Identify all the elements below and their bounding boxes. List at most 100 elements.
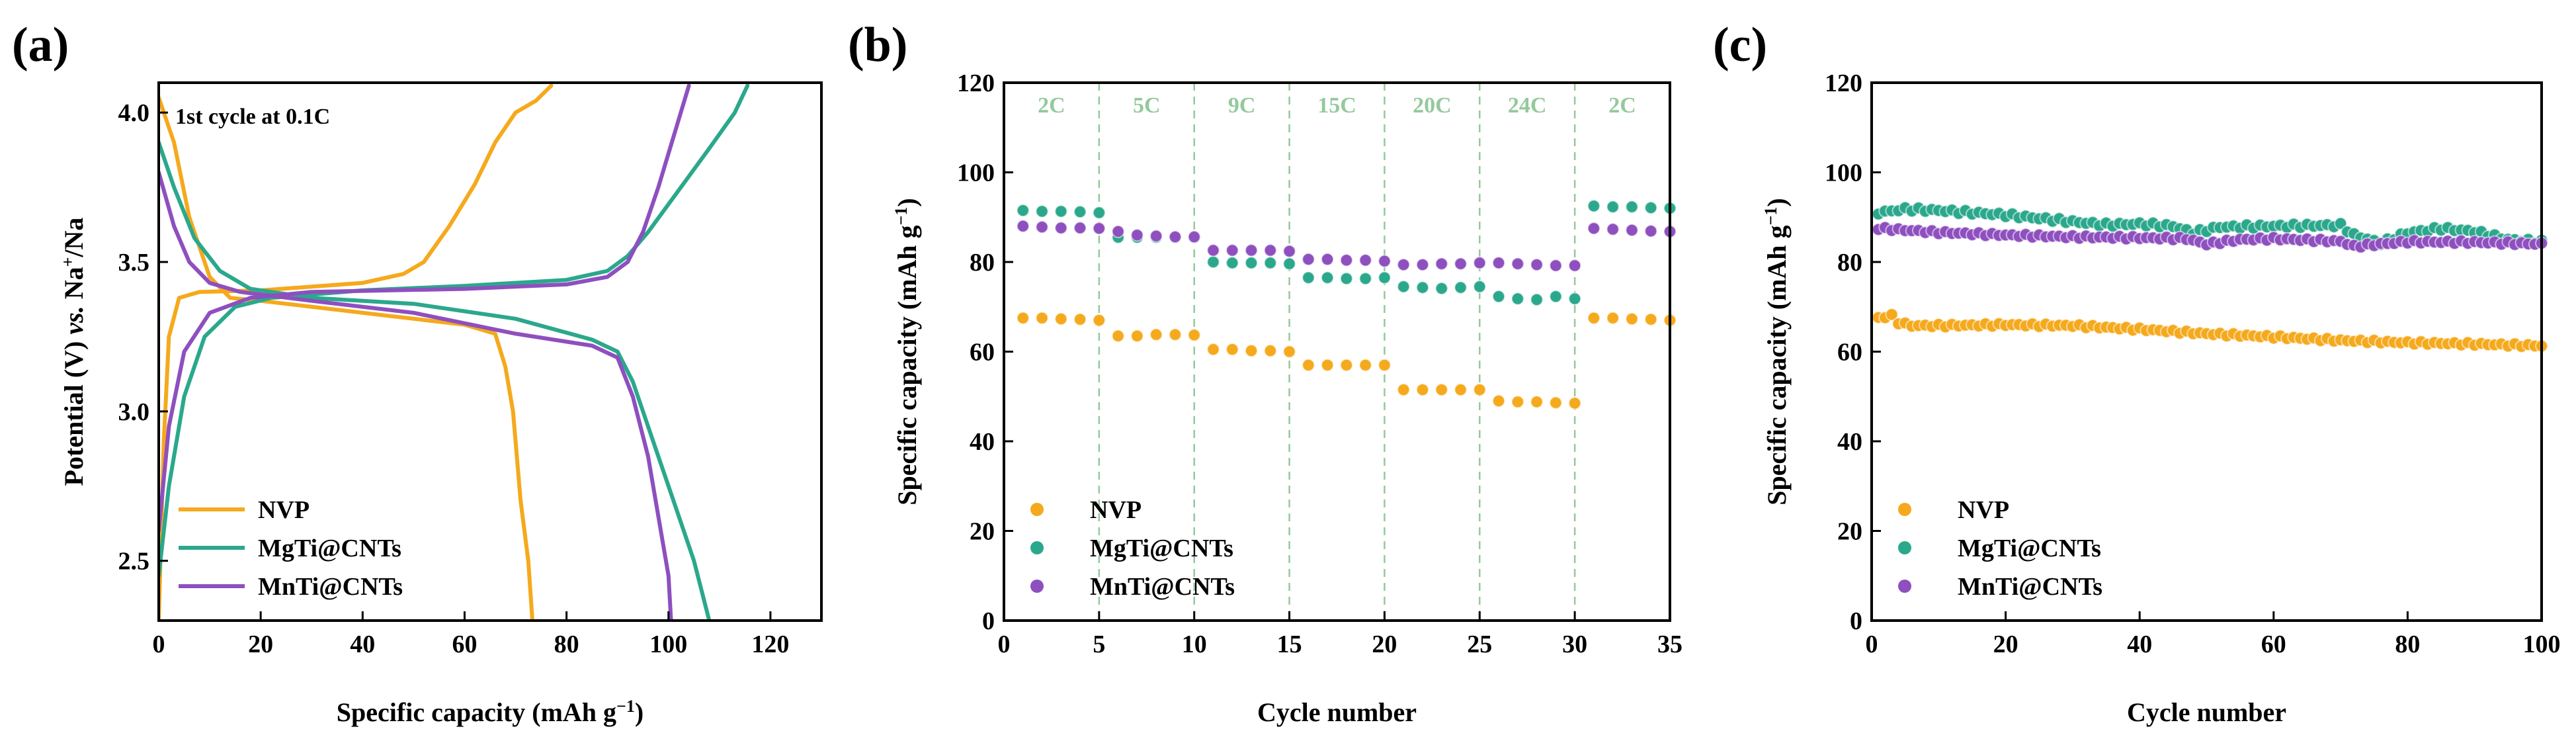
data-point-MnTi xyxy=(1245,243,1259,257)
rate-label: 5C xyxy=(1133,93,1161,118)
panel-label-b: (b) xyxy=(848,18,907,72)
legend-swatch xyxy=(1898,503,1911,516)
data-point-MnTi xyxy=(1644,224,1658,238)
data-point-NVP xyxy=(1245,344,1259,358)
data-point-MgTi xyxy=(1454,281,1468,294)
legend-label: MnTi@CNTs xyxy=(1958,573,2102,601)
data-point-NVP xyxy=(1073,312,1087,326)
y-axis-title-part: −1 xyxy=(892,207,911,226)
panel-b: (b) 2C 5C 9C 15C 20C 24C 2C 0 5 10 15 20 25 30 35 0 20 40 6… xyxy=(848,18,1683,727)
data-point-NVP xyxy=(1054,312,1068,326)
data-point-MnTi xyxy=(1606,222,1620,236)
data-point-MnTi xyxy=(1054,221,1068,235)
data-point-NVP xyxy=(1549,396,1563,410)
data-point-NVP xyxy=(1378,358,1392,372)
rate-label: 15C xyxy=(1317,93,1356,118)
y-tick-label: 60 xyxy=(1837,339,1862,367)
data-point-NVP xyxy=(1149,327,1163,341)
series-line-MnTi-discharge xyxy=(159,170,673,621)
x-axis-title-part: ) xyxy=(635,697,644,727)
data-point-MgTi xyxy=(1226,256,1239,270)
data-point-MnTi xyxy=(1263,243,1277,257)
legend-label: MgTi@CNTs xyxy=(1090,535,1233,562)
rate-label: 24C xyxy=(1508,93,1547,118)
data-point-NVP xyxy=(1358,358,1372,372)
data-point-NVP xyxy=(1092,314,1106,327)
series-line-MgTi-charge xyxy=(159,83,750,578)
x-tick-label: 0 xyxy=(153,630,165,658)
rate-label: 2C xyxy=(1038,93,1065,118)
x-axis-title-part: −1 xyxy=(616,697,635,716)
y-axis-title-part: Na xyxy=(59,267,89,306)
data-point-MnTi xyxy=(1321,252,1335,266)
x-tick-label: 100 xyxy=(649,630,687,658)
data-point-MnTi xyxy=(1073,221,1087,235)
y-axis-title-part: ) xyxy=(1762,198,1792,206)
data-point-MgTi xyxy=(1054,204,1068,218)
rate-label: 9C xyxy=(1228,93,1256,118)
data-point-MnTi xyxy=(1587,222,1600,236)
y-axis-title-part: −1 xyxy=(1761,207,1780,226)
data-point-MgTi xyxy=(1587,199,1600,213)
data-point-MgTi xyxy=(1644,201,1658,215)
y-tick-label: 100 xyxy=(1825,159,1862,187)
legend-label: MgTi@CNTs xyxy=(1958,535,2101,562)
x-tick-label: 25 xyxy=(1467,630,1492,658)
data-point-MgTi xyxy=(1263,256,1277,270)
x-tick-label: 15 xyxy=(1277,630,1302,658)
data-point-NVP xyxy=(1454,383,1468,397)
y-tick-label: 3.0 xyxy=(118,398,150,426)
data-point-NVP xyxy=(1606,311,1620,325)
x-tick-label: 0 xyxy=(1866,630,1878,658)
legend-label: MgTi@CNTs xyxy=(258,535,401,562)
y-tick-label: 120 xyxy=(957,69,995,97)
x-tick-label: 40 xyxy=(350,630,375,658)
data-point-NVP xyxy=(1434,383,1448,397)
y-axis-title-part: Potential (V) xyxy=(59,335,89,486)
x-tick-label: 80 xyxy=(554,630,579,658)
data-point-MgTi xyxy=(1606,200,1620,214)
data-point-MnTi xyxy=(1187,230,1201,244)
data-point-MnTi xyxy=(1492,256,1506,270)
data-point-MnTi xyxy=(1035,220,1049,234)
data-point-MgTi xyxy=(1282,257,1296,271)
data-point-MgTi xyxy=(1511,292,1524,306)
data-point-MgTi xyxy=(1415,281,1429,294)
legend-label: MnTi@CNTs xyxy=(1090,573,1235,601)
rate-label: 20C xyxy=(1413,93,1452,118)
data-point-MnTi xyxy=(1226,243,1239,257)
y-tick-label: 2.5 xyxy=(118,548,150,576)
data-point-MnTi xyxy=(1149,229,1163,243)
data-point-MgTi xyxy=(1321,271,1335,284)
data-point-MnTi xyxy=(1206,243,1220,257)
data-point-MnTi xyxy=(1016,219,1030,233)
y-tick-label: 80 xyxy=(970,249,995,277)
legend-swatch xyxy=(1898,580,1911,593)
data-point-MgTi xyxy=(1092,206,1106,220)
x-axis-title: Cycle number xyxy=(2127,697,2286,727)
y-axis-title-part: /Na xyxy=(59,218,89,258)
data-point-MnTi xyxy=(1358,253,1372,267)
data-point-MgTi xyxy=(1016,204,1030,218)
data-point-NVP xyxy=(1206,343,1220,357)
y-tick-label: 20 xyxy=(970,518,995,546)
panel-label-a: (a) xyxy=(12,18,69,72)
y-tick-label: 100 xyxy=(957,159,995,187)
legend-swatch xyxy=(1030,503,1044,516)
x-tick-label: 30 xyxy=(1562,630,1587,658)
y-tick-label: 60 xyxy=(970,339,995,367)
plot-frame xyxy=(1003,81,1671,622)
x-tick-label: 100 xyxy=(2523,630,2561,658)
x-tick-label: 10 xyxy=(1182,630,1207,658)
data-point-MgTi xyxy=(1035,204,1049,218)
y-axis-title-part: vs. xyxy=(59,306,89,334)
legend-swatch xyxy=(1030,541,1044,554)
data-point-MgTi xyxy=(1206,255,1220,269)
series-line-MnTi-charge xyxy=(159,83,691,533)
y-tick-label: 20 xyxy=(1837,518,1862,546)
data-point-NVP xyxy=(1530,395,1544,409)
data-point-NVP xyxy=(1321,358,1335,372)
rate-label: 2C xyxy=(1608,93,1636,118)
data-point-NVP xyxy=(1302,358,1315,372)
